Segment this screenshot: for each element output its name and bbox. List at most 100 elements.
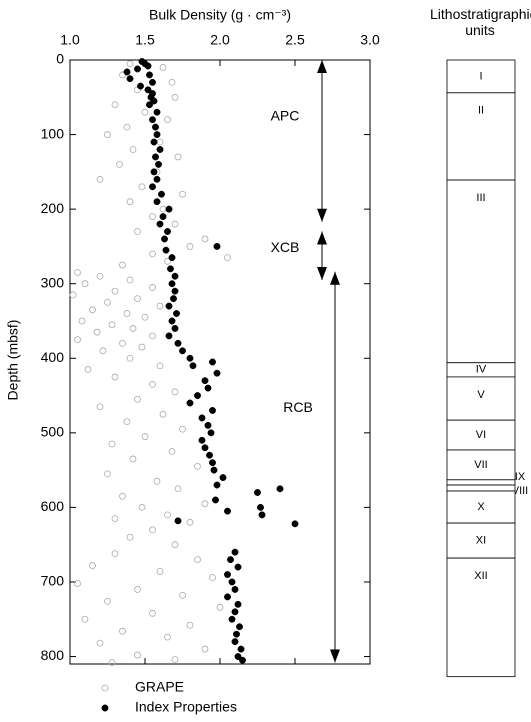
unit-label: XII: [474, 570, 487, 582]
grape-point: [84, 366, 92, 373]
index-point: [213, 481, 221, 489]
grape-point: [123, 310, 131, 317]
grape-point: [126, 533, 134, 541]
index-point: [123, 68, 131, 76]
grape-point: [171, 541, 179, 549]
grape-point: [134, 651, 141, 659]
index-point: [144, 86, 152, 94]
index-point: [234, 653, 242, 660]
unit-box: [446, 557, 516, 678]
grape-point: [164, 116, 171, 124]
grape-point: [159, 410, 167, 418]
grape-point: [96, 272, 104, 280]
unit-label: VI: [476, 429, 486, 441]
units-title: Lithostratigraphic units: [430, 6, 531, 38]
y-tick-label: 0: [56, 51, 64, 67]
grape-point: [194, 556, 201, 564]
index-point: [258, 511, 266, 519]
grape-point: [89, 306, 96, 314]
unit-label: II: [478, 105, 484, 117]
grape-point: [74, 269, 81, 276]
index-point: [231, 608, 239, 616]
index-point: [198, 436, 206, 444]
grape-point: [153, 477, 161, 485]
index-point: [126, 75, 134, 83]
unit-box: [446, 522, 516, 559]
grape-point: [126, 198, 134, 206]
y-tick-label: 800: [41, 647, 65, 663]
index-point: [198, 414, 206, 422]
index-point: [152, 153, 159, 161]
index-point: [227, 556, 234, 564]
grape-point: [201, 645, 209, 653]
grape-point: [179, 591, 186, 599]
index-point: [234, 600, 242, 608]
index-point: [150, 97, 158, 105]
unit-label: IV: [476, 364, 487, 376]
index-point: [155, 160, 162, 168]
index-point: [168, 254, 176, 262]
grape-point: [126, 354, 134, 362]
legend-label: GRAPE: [135, 679, 184, 695]
index-point: [170, 295, 177, 303]
grape-point: [149, 284, 156, 291]
index-point: [254, 489, 261, 496]
unit-box: [446, 376, 516, 421]
grape-point: [129, 455, 137, 463]
unit-label: VII: [474, 459, 487, 471]
grape-point: [164, 511, 171, 519]
index-point: [146, 101, 153, 109]
unit-box: [446, 179, 516, 364]
grape-point: [119, 261, 126, 269]
grape-point: [134, 586, 141, 593]
grape-point: [96, 639, 104, 647]
coring-label: XCB: [271, 239, 300, 255]
grape-point: [119, 627, 126, 635]
index-point: [167, 265, 174, 273]
grape-point: [93, 328, 101, 336]
grape-point: [201, 235, 209, 243]
grape-point: [96, 403, 104, 411]
grape-point: [149, 332, 156, 340]
index-point: [165, 205, 173, 213]
grape-point: [123, 123, 131, 131]
unit-label: IX: [515, 471, 526, 483]
grape-point: [138, 183, 146, 191]
index-point: [231, 548, 239, 556]
index-point: [213, 242, 221, 250]
grape-point: [149, 250, 156, 258]
grape-point: [156, 302, 164, 310]
grape-point: [74, 580, 81, 587]
grape-point: [164, 257, 171, 265]
y-tick-label: 100: [41, 125, 65, 141]
index-point: [257, 503, 264, 511]
grape-point: [141, 108, 149, 116]
plot-frame: [69, 59, 371, 665]
grape-point: [129, 146, 137, 153]
grape-point: [126, 60, 134, 68]
grape-point: [156, 138, 164, 146]
index-point: [210, 466, 218, 474]
index-point: [239, 656, 246, 664]
index-point: [201, 377, 209, 385]
grape-point: [99, 347, 107, 355]
grape-point: [149, 526, 156, 534]
index-point: [156, 146, 164, 153]
x-tick-label: 2.0: [210, 32, 230, 48]
index-point: [164, 228, 171, 235]
index-point: [153, 198, 161, 206]
index-point: [204, 384, 212, 392]
grape-point: [89, 562, 96, 569]
index-point: [207, 429, 215, 437]
grape-point: [164, 633, 171, 641]
unit-label: III: [476, 192, 485, 204]
index-point: [173, 310, 180, 317]
index-point: [228, 615, 236, 623]
index-point: [209, 459, 216, 467]
unit-box: [446, 490, 516, 524]
grape-point: [186, 243, 194, 250]
index-point: [206, 451, 213, 459]
coring-label: APC: [271, 107, 300, 123]
grape-point: [129, 325, 137, 332]
